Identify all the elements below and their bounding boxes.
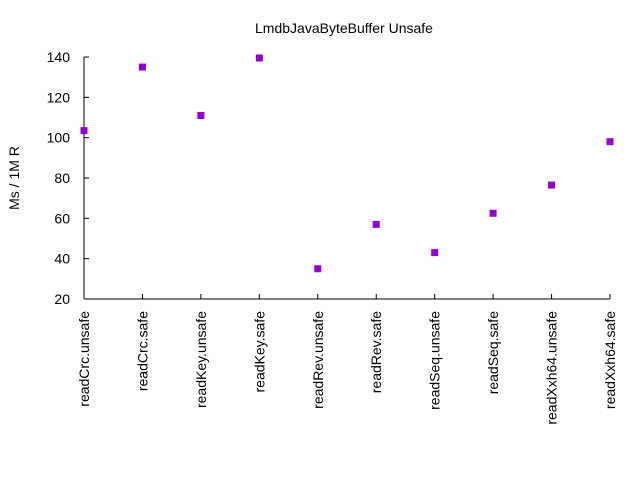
y-tick-label: 60 xyxy=(54,210,70,226)
x-ticks: readCrc.unsafe readCrc.safe readKey.unsafe… xyxy=(76,294,618,425)
x-tick-label: readCrc.safe xyxy=(134,311,150,391)
x-tick-label: readSeq.safe xyxy=(485,311,501,394)
x-tick-label: readKey.unsafe xyxy=(193,311,209,408)
axes xyxy=(83,57,610,300)
y-tick-label: 20 xyxy=(54,291,70,307)
y-tick-label: 100 xyxy=(47,130,71,146)
y-tick-label: 40 xyxy=(54,251,70,267)
x-tick-label: readKey.safe xyxy=(251,311,267,393)
data-points xyxy=(80,54,614,273)
x-tick-label: readCrc.unsafe xyxy=(76,311,92,407)
x-tick-label: readRev.unsafe xyxy=(310,311,326,409)
x-tick-label: readRev.safe xyxy=(368,311,384,393)
x-tick-label: readXxh64.unsafe xyxy=(544,311,560,425)
data-point xyxy=(606,138,614,146)
data-point xyxy=(197,111,205,119)
data-point xyxy=(255,54,263,62)
x-tick-label: readXxh64.safe xyxy=(602,311,618,409)
y-axis-label: Ms / 1M R xyxy=(6,146,22,210)
data-point xyxy=(80,127,88,135)
x-tick-label: readSeq.unsafe xyxy=(427,311,443,410)
data-point xyxy=(138,63,146,71)
data-point xyxy=(314,265,322,273)
y-tick-label: 140 xyxy=(47,49,71,65)
data-point xyxy=(489,209,497,217)
data-point xyxy=(431,249,439,257)
y-tick-label: 80 xyxy=(54,170,70,186)
y-ticks: 20 40 60 80 100 120 140 xyxy=(47,49,89,307)
data-point xyxy=(372,220,380,228)
y-tick-label: 120 xyxy=(47,89,71,105)
data-point xyxy=(548,181,556,189)
chart-title: LmdbJavaByteBuffer Unsafe xyxy=(255,20,433,36)
